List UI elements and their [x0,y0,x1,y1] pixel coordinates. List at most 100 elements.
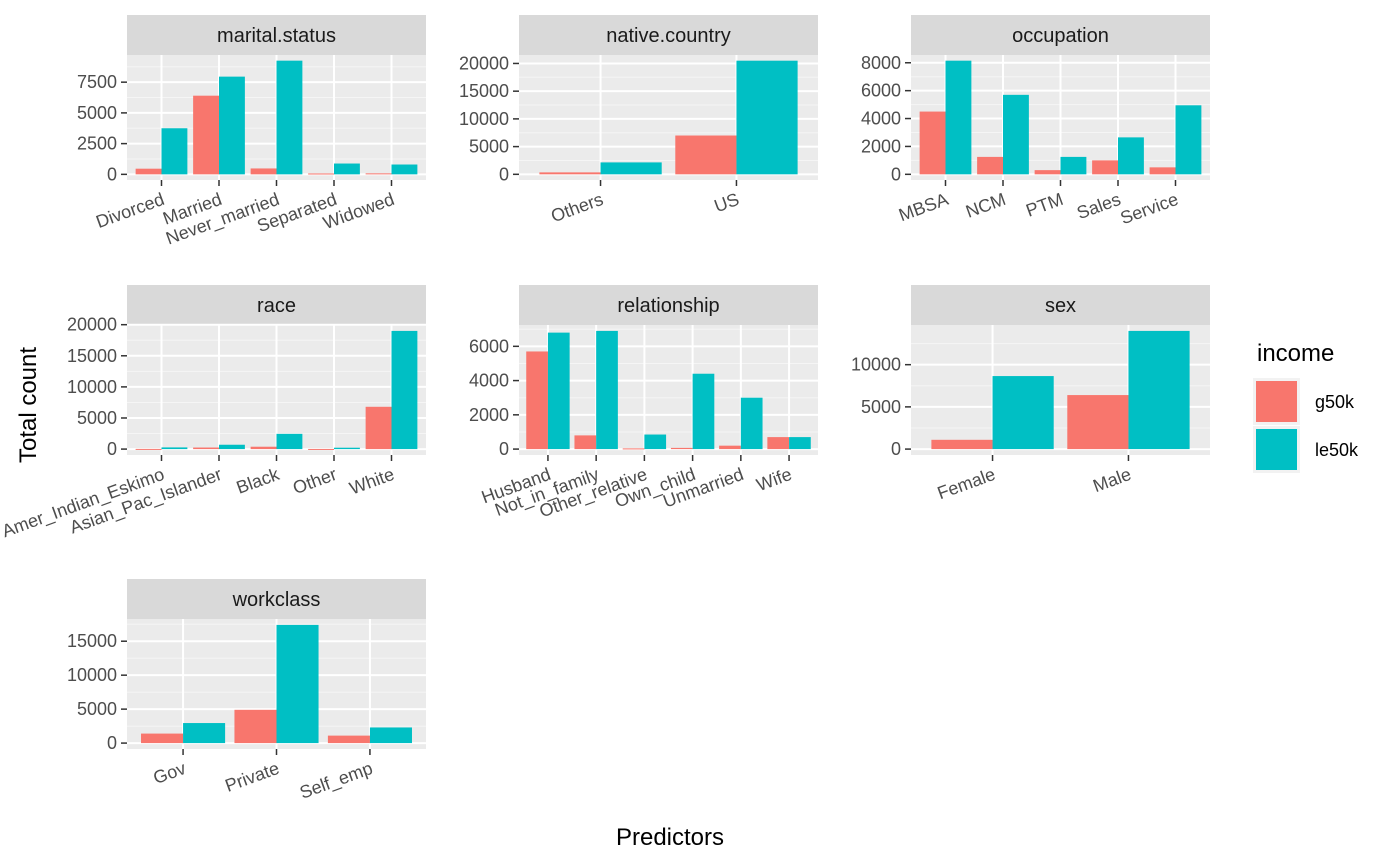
y-tick-label: 2000 [469,405,509,425]
x-tick-label: Sales [1074,189,1123,223]
bar-le50k-ncm [1003,94,1029,175]
bar-g50k-unmarried [719,445,741,450]
bar-g50k-not-in-family [574,435,597,450]
x-tick-label: White [347,464,397,499]
bar-le50k-male [1128,330,1190,450]
bar-le50k-other-relative [644,434,667,450]
bar-g50k-ncm [977,156,1003,175]
bar-le50k-mbsa [945,60,972,175]
y-tick-label: 6000 [469,336,509,356]
y-tick-label: 4000 [469,371,509,391]
x-tick-label: US [711,189,741,216]
y-tick-label: 4000 [861,109,901,129]
panel-native-country: native.country 0 5000 10000 15000 20000 Others… [459,15,818,226]
bar-g50k-divorced [135,168,162,175]
legend-items: g50k le50k [1253,378,1359,473]
y-tick-label: 0 [891,439,901,459]
bar-le50k-own-child [692,373,715,450]
y-tick-label: 2500 [77,134,117,154]
y-tick-label: 20000 [459,53,509,73]
bar-g50k-service [1149,167,1176,175]
panel-sex: sex 0 5000 10000 Female Male [851,285,1210,503]
panel-marital-status: marital.status0250050007500DivorcedMarri… [77,15,426,249]
x-tick-label: Others [548,189,606,226]
panel-strip-title: workclass [232,589,321,611]
chart-panels: marital.status0250050007500DivorcedMarri… [0,15,1210,804]
x-tick-label: PTM [1023,189,1066,221]
bar-g50k-asian-pac-islander [193,447,219,450]
y-tick-label: 15000 [459,81,509,101]
bar-le50k-sales [1118,137,1144,175]
x-tick-label: Male [1090,464,1134,496]
bar-g50k-husband [526,351,548,450]
bar-le50k-us [736,60,798,175]
bar-le50k-wife [789,437,811,450]
x-tick-label: NCM [963,189,1008,222]
bar-le50k-private [276,624,319,744]
panel-strip-title: race [257,295,296,317]
y-tick-label: 0 [499,439,509,459]
bar-g50k-widowed [365,173,392,175]
bar-le50k-asian-pac-islander [219,444,245,450]
y-tick-label: 10000 [851,355,901,375]
y-tick-label: 2000 [861,136,901,156]
x-tick-label: Black [234,464,283,498]
bar-g50k-us [675,135,737,175]
y-tick-label: 10000 [459,109,509,129]
bar-g50k-own-child [670,447,693,450]
y-tick-label: 5000 [77,103,117,123]
legend-key-le50k [1256,429,1297,470]
x-tick-label: MBSA [896,189,951,225]
y-tick-label: 0 [107,439,117,459]
bar-g50k-never-married [250,168,277,175]
bar-le50k-widowed [391,164,418,175]
panel-strip [519,285,818,325]
legend: income g50k le50k [1253,340,1359,473]
bar-le50k-not-in-family [596,330,618,450]
panel-strip [127,579,426,619]
y-tick-label: 15000 [67,346,117,366]
bar-le50k-amer-indian-eskimo [161,447,188,450]
y-tick-label: 15000 [67,631,117,651]
x-tick-label: Female [935,464,998,503]
bar-g50k-gov [141,733,184,744]
panel-strip [127,285,426,325]
panel-workclass: workclass 0 5000 10000 15000 Gov Private Self_e… [67,579,426,804]
x-tick-label: Divorced [93,189,167,232]
y-tick-label: 6000 [861,81,901,101]
legend-label-g50k: g50k [1315,392,1355,412]
y-tick-label: 20000 [67,315,117,335]
y-tick-label: 5000 [77,699,117,719]
bar-le50k-other [334,447,360,450]
x-tick-label: Other [290,464,339,498]
x-tick-label: Service [1118,189,1181,228]
bar-g50k-wife [767,437,790,450]
y-axis-title: Total count [15,347,42,463]
y-tick-label: 5000 [469,137,509,157]
bar-g50k-male [1067,395,1129,450]
bar-le50k-service [1175,105,1202,175]
x-tick-label: Private [222,758,281,796]
panel-race: race05000100001500020000Amer_Indian_Eski… [0,285,426,542]
y-tick-label: 5000 [861,397,901,417]
legend-label-le50k: le50k [1315,440,1359,460]
legend-title: income [1257,340,1334,367]
panel-occupation: occupation 0 2000 4000 6000 8000 MBSA NCM PTM Sal… [861,15,1210,228]
bar-g50k-mbsa [919,111,946,175]
panel-strip-title: native.country [606,25,731,47]
bar-g50k-sales [1092,160,1118,175]
panel-strip-title: relationship [617,295,719,317]
x-tick-label: Wife [754,464,795,495]
bar-g50k-black [250,446,277,450]
bar-g50k-white [365,406,392,450]
bar-g50k-separated [308,173,334,175]
legend-key-g50k [1256,381,1297,422]
bar-le50k-white [391,330,418,450]
bar-le50k-gov [183,723,226,744]
bar-g50k-private [234,709,277,744]
panel-strip [127,15,426,55]
y-tick-label: 8000 [861,53,901,73]
x-tick-label: Self_emp [297,758,376,804]
panel-strip-title: sex [1045,295,1076,317]
panel-strip [519,15,818,55]
